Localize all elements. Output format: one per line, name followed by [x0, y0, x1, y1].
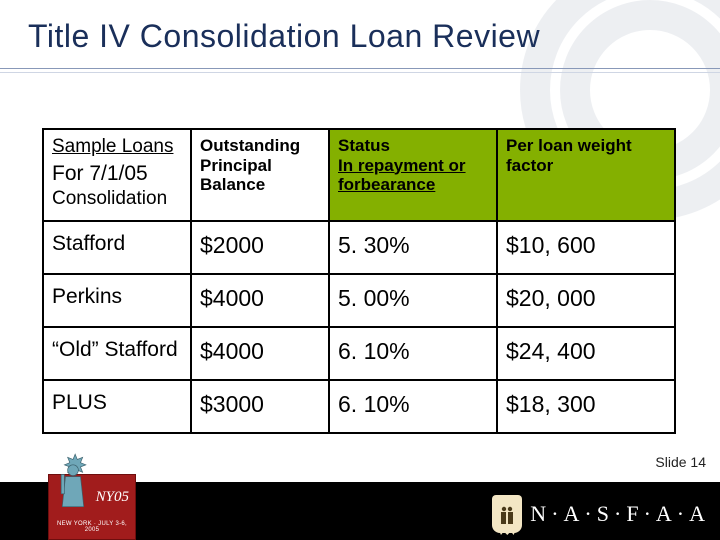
nasfaa-letter: A: [656, 501, 675, 526]
cell-status: 6. 10%: [329, 380, 497, 433]
header-sample-loans-l1: Sample Loans: [52, 136, 173, 157]
header-outstanding: Outstanding Principal Balance: [191, 129, 329, 221]
dot-icon: ·: [642, 501, 656, 526]
nasfaa-letter: N: [530, 501, 549, 526]
footer: NY05 NEW YORK · JULY 3-6, 2005 N·A·S·F·A…: [0, 482, 720, 540]
cell-balance: $4000: [191, 274, 329, 327]
nasfaa-letter: A: [689, 501, 708, 526]
nasfaa-seal-icon: [492, 495, 522, 533]
cell-status: 5. 00%: [329, 274, 497, 327]
ny05-text: NY05: [96, 489, 129, 506]
nasfaa-letter: A: [564, 501, 583, 526]
cell-weight: $24, 400: [497, 327, 675, 380]
ny05-badge: NY05 NEW YORK · JULY 3-6, 2005: [48, 474, 136, 540]
loan-table: Sample Loans For 7/1/05 Consolidation Ou…: [42, 128, 676, 434]
cell-loan-name: “Old” Stafford: [43, 327, 191, 380]
table-row: Perkins$40005. 00%$20, 000: [43, 274, 675, 327]
header-sample-loans-l3: Consolidation: [52, 188, 182, 210]
ny05-sub: NEW YORK · JULY 3-6, 2005: [53, 521, 131, 533]
table-row: “Old” Stafford$40006. 10%$24, 400: [43, 327, 675, 380]
cell-balance: $2000: [191, 221, 329, 274]
title-rule: [0, 68, 720, 69]
liberty-icon: [51, 453, 95, 511]
cell-balance: $3000: [191, 380, 329, 433]
table-row: PLUS$30006. 10%$18, 300: [43, 380, 675, 433]
cell-loan-name: Stafford: [43, 221, 191, 274]
cell-weight: $10, 600: [497, 221, 675, 274]
nasfaa-letter: S: [597, 501, 612, 526]
cell-balance: $4000: [191, 327, 329, 380]
cell-loan-name: Perkins: [43, 274, 191, 327]
nasfaa-letter: F: [626, 501, 641, 526]
cell-weight: $18, 300: [497, 380, 675, 433]
slide-number: Slide 14: [655, 454, 706, 470]
loan-table-container: Sample Loans For 7/1/05 Consolidation Ou…: [42, 128, 676, 434]
cell-weight: $20, 000: [497, 274, 675, 327]
dot-icon: ·: [612, 501, 626, 526]
table-header-row: Sample Loans For 7/1/05 Consolidation Ou…: [43, 129, 675, 221]
table-row: Stafford$20005. 30%$10, 600: [43, 221, 675, 274]
header-sample-loans: Sample Loans For 7/1/05 Consolidation: [43, 129, 191, 221]
slide: Title IV Consolidation Loan Review Sampl…: [0, 0, 720, 540]
title-rule-2: [0, 72, 720, 73]
header-status: StatusIn repayment orforbearance: [329, 129, 497, 221]
dot-icon: ·: [549, 501, 563, 526]
header-sample-loans-l2: For 7/1/05: [52, 162, 182, 186]
dot-icon: ·: [582, 501, 596, 526]
nasfaa-logo: N·A·S·F·A·A: [492, 492, 708, 536]
header-weight: Per loan weight factor: [497, 129, 675, 221]
table-body: Stafford$20005. 30%$10, 600Perkins$40005…: [43, 221, 675, 433]
cell-status: 5. 30%: [329, 221, 497, 274]
cell-status: 6. 10%: [329, 327, 497, 380]
cell-loan-name: PLUS: [43, 380, 191, 433]
nasfaa-wordmark: N·A·S·F·A·A: [530, 501, 708, 527]
dot-icon: ·: [675, 501, 689, 526]
